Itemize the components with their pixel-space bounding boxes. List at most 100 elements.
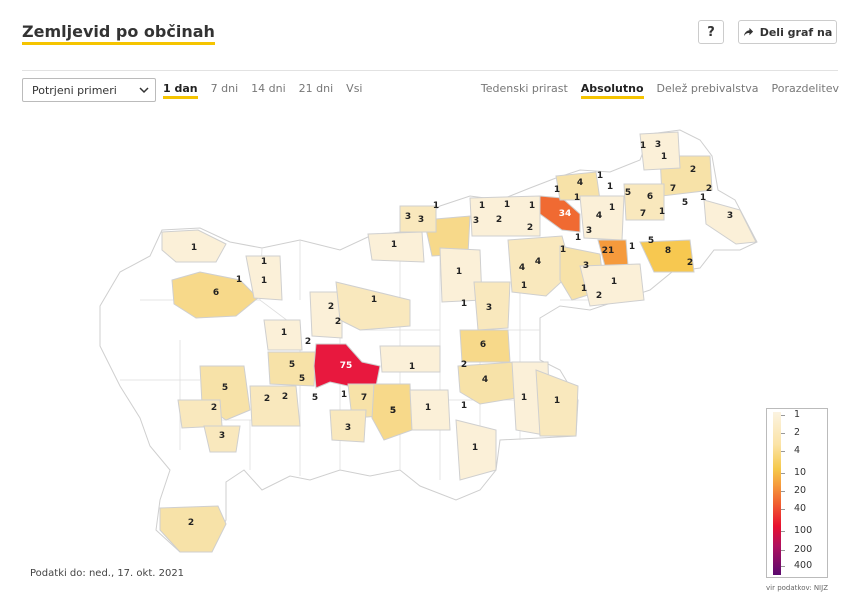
value-label: 6 [213, 288, 219, 298]
value-label: 1 [700, 193, 706, 203]
legend-label: 20 [794, 485, 807, 496]
value-label: 5 [390, 406, 396, 416]
highlighted-municipalities [159, 131, 757, 553]
metric-select-value: Potrjeni primeri [32, 83, 117, 97]
value-label: 3 [583, 261, 589, 271]
value-label: 2 [496, 215, 502, 225]
value-label: 2 [690, 165, 696, 175]
municipality-values: 1 3 1 2 4 1 1 5 6 7 2 1 5 1 3 1 3 3 1 1 … [188, 140, 733, 528]
header-divider [22, 70, 838, 71]
share-icon [743, 27, 753, 36]
value-label: 1 [574, 193, 580, 203]
data-date: Podatki do: ned., 17. okt. 2021 [30, 568, 185, 579]
value-label: 1 [425, 403, 431, 413]
value-label: 1 [560, 245, 566, 255]
mode-tabs: Tedenski prirast Absolutno Delež prebiva… [481, 82, 839, 99]
value-label: 2 [211, 403, 217, 413]
legend-label: 200 [794, 544, 813, 555]
value-label: 34 [559, 209, 572, 219]
legend-label: 40 [794, 503, 807, 514]
legend-label: 10 [794, 467, 807, 478]
value-label: 1 [609, 203, 615, 213]
page-title: Zemljevid po občinah [22, 22, 215, 45]
share-button-label: Deli graf na [759, 25, 833, 39]
value-label: 5 [289, 360, 295, 370]
tab-period-7-days[interactable]: 7 dni [210, 82, 239, 95]
value-label: 21 [602, 246, 615, 256]
tab-weekly-growth[interactable]: Tedenski prirast [480, 82, 568, 95]
value-label: 1 [261, 276, 267, 286]
value-label: 2 [282, 392, 288, 402]
value-label: 1 [409, 362, 415, 372]
value-label: 1 [371, 295, 377, 305]
metric-select[interactable]: Potrjeni primeri [22, 78, 156, 102]
value-label: 1 [521, 281, 527, 291]
value-label: 1 [575, 233, 581, 243]
value-label: 2 [596, 291, 602, 301]
value-label: 2 [305, 337, 311, 347]
tab-population-share[interactable]: Delež prebivalstva [656, 82, 759, 95]
value-label: 3 [219, 431, 225, 441]
value-label: 4 [596, 211, 602, 221]
value-label: 7 [640, 209, 646, 219]
value-label: 1 [479, 201, 485, 211]
value-label: 2 [335, 317, 341, 327]
legend-label: 100 [794, 525, 813, 536]
value-label: 6 [480, 340, 486, 350]
share-button[interactable]: Deli graf na [738, 20, 837, 44]
tab-period-all[interactable]: Vsi [346, 82, 363, 95]
value-label: 1 [433, 201, 439, 211]
value-label: 3 [345, 423, 351, 433]
value-label: 5 [312, 393, 318, 403]
value-label: 1 [461, 299, 467, 309]
tab-distribution[interactable]: Porazdelitev [771, 82, 839, 95]
legend-label: 4 [794, 445, 801, 456]
value-label: 7 [361, 393, 367, 403]
value-label: 1 [659, 207, 665, 217]
value-label: 1 [554, 185, 560, 195]
value-label: 4 [577, 178, 583, 188]
value-label: 5 [625, 188, 631, 198]
chevron-down-icon [139, 87, 149, 94]
value-label: 6 [647, 192, 653, 202]
value-label: 4 [535, 257, 541, 267]
value-label: 1 [597, 171, 603, 181]
value-label: 4 [482, 375, 488, 385]
value-label: 1 [391, 240, 397, 250]
value-label: 5 [390, 406, 396, 416]
value-label: 2 [461, 360, 467, 370]
value-label: 1 [261, 257, 267, 267]
value-label: 1 [504, 200, 510, 210]
value-label: 1 [461, 401, 467, 411]
value-label: 2 [687, 258, 693, 268]
legend-gradient [773, 412, 781, 575]
value-label: 2 [706, 184, 712, 194]
value-label: 1 [191, 243, 197, 253]
value-label: 1 [607, 182, 613, 192]
value-label: 3 [655, 140, 661, 150]
value-label: 5 [648, 236, 654, 246]
value-label: 5 [299, 374, 305, 384]
value-label: 2 [188, 518, 194, 528]
tab-absolute[interactable]: Absolutno [580, 82, 644, 99]
tab-period-21-days[interactable]: 21 dni [298, 82, 334, 95]
value-label: 3 [405, 212, 411, 222]
legend-label: 2 [794, 427, 801, 438]
data-source: vir podatkov: NIJZ [766, 584, 828, 592]
period-tabs: 1 dan 7 dni 14 dni 21 dni Vsi [163, 82, 362, 99]
help-button[interactable]: ? [698, 20, 724, 44]
value-label: 2 [328, 302, 334, 312]
legend-label: 400 [794, 560, 813, 571]
value-label: 1 [456, 267, 462, 277]
value-label: 1 [661, 152, 667, 162]
value-label: 1 [281, 328, 287, 338]
value-label: 7 [670, 184, 676, 194]
value-label: 2 [264, 394, 270, 404]
tab-period-1-day[interactable]: 1 dan [163, 82, 198, 99]
value-label: 3 [486, 303, 492, 313]
slovenia-municipality-map[interactable]: 1 3 1 2 4 1 1 5 6 7 2 1 5 1 3 1 3 3 1 1 … [0, 110, 865, 560]
value-label: 1 [341, 390, 347, 400]
value-label: 1 [529, 201, 535, 211]
tab-period-14-days[interactable]: 14 dni [251, 82, 286, 95]
value-label: 3 [418, 215, 424, 225]
